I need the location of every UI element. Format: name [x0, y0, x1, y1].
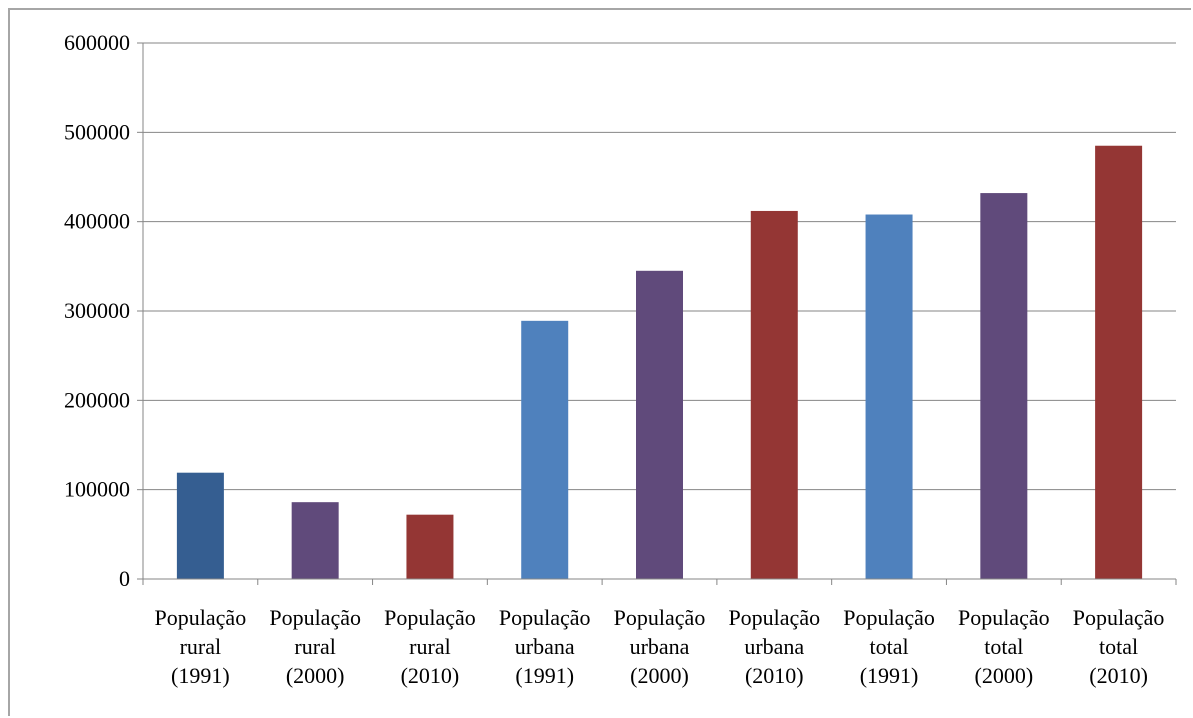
x-tick-label-line: População [155, 605, 247, 630]
bar-8 [980, 193, 1028, 579]
bar-2 [291, 502, 339, 579]
x-tick-label-line: (1991) [515, 663, 574, 688]
y-tick-label: 500000 [64, 119, 130, 144]
x-tick-label-line: (2000) [630, 663, 689, 688]
x-tick-label: População rural (1991) [155, 605, 247, 688]
x-tick-label-line: População [614, 605, 706, 630]
x-tick-label-line: População [728, 605, 820, 630]
x-tick-label-line: total [984, 634, 1023, 659]
bar-3 [406, 514, 454, 579]
y-tick-label: 600000 [64, 30, 130, 55]
bar-5 [636, 270, 683, 579]
x-tick-label-line: total [1099, 634, 1138, 659]
x-tick-label-line: População [384, 605, 476, 630]
x-tick-label: População rural (2000) [269, 605, 361, 688]
bar-6 [750, 210, 798, 580]
x-tick-label-line: (1991) [860, 663, 919, 688]
x-tick-label-line: População [1073, 605, 1165, 630]
bar-7 [865, 214, 913, 579]
x-tick-label: População total (2000) [958, 605, 1050, 688]
x-tick-label: População urbana (2010) [728, 605, 820, 688]
x-tick-label-line: urbana [515, 634, 575, 659]
x-tick-label-line: rural [180, 634, 222, 659]
x-tick-label: População rural (2010) [384, 605, 476, 688]
y-tick-label: 0 [119, 566, 130, 591]
bar-1 [176, 472, 224, 579]
x-tick-label-line: urbana [744, 634, 804, 659]
x-tick-label: População urbana (2000) [614, 605, 706, 688]
x-tick-label-line: População [269, 605, 361, 630]
x-tick-label: População urbana (1991) [499, 605, 591, 688]
x-tick-label-line: (2010) [401, 663, 460, 688]
x-tick-label-line: População [499, 605, 591, 630]
x-axis-tick-labels: População rural (1991) População rural (2000)… [155, 605, 1165, 688]
x-tick-label-line: (2000) [975, 663, 1034, 688]
x-tick-label-line: (2010) [1089, 663, 1148, 688]
x-tick-label: População total (2010) [1073, 605, 1165, 688]
x-tick-label-line: rural [409, 634, 451, 659]
x-tick-label-line: urbana [630, 634, 690, 659]
y-tick-label: 100000 [64, 477, 130, 502]
axes [137, 42, 1177, 585]
x-tick-label-line: (1991) [171, 663, 230, 688]
bars [176, 145, 1143, 580]
bar-4 [521, 320, 569, 579]
x-tick-label-line: total [870, 634, 909, 659]
chart-frame [8, 8, 1191, 716]
x-tick-label: População total (1991) [843, 605, 935, 688]
y-tick-label: 200000 [64, 387, 130, 412]
bar-9 [1095, 145, 1143, 579]
x-tick-label-line: rural [294, 634, 336, 659]
x-tick-label-line: (2000) [286, 663, 345, 688]
x-tick-label-line: (2010) [745, 663, 804, 688]
y-axis-tick-labels: 0 100000 200000 300000 400000 500000 600000 [64, 30, 130, 591]
y-tick-label: 300000 [64, 298, 130, 323]
y-tick-label: 400000 [64, 209, 130, 234]
x-tick-label-line: População [843, 605, 935, 630]
x-tick-label-line: População [958, 605, 1050, 630]
